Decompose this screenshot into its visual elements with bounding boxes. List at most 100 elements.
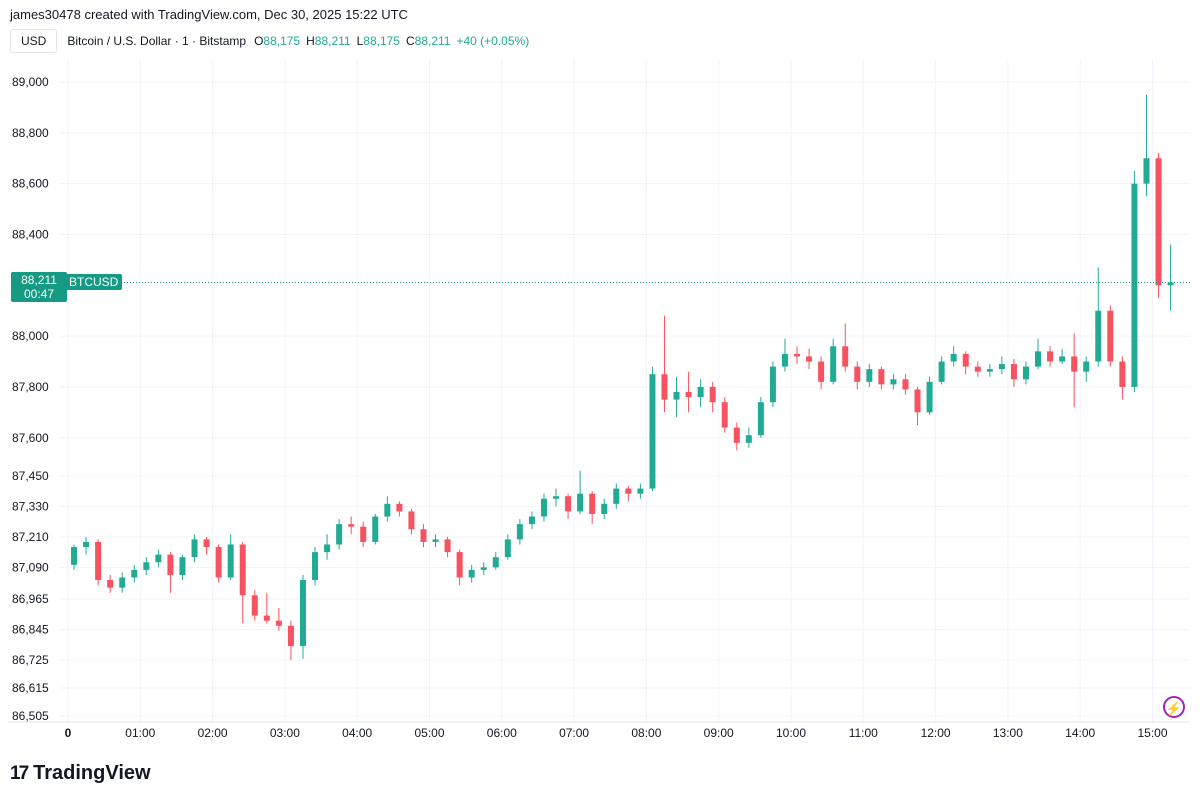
last-price-label: 88,211 00:47 [11,272,67,302]
x-tick-label: 15:00 [1137,726,1167,740]
change-value: +40 (+0.05%) [456,34,530,48]
symbol-legend: USD Bitcoin / U.S. Dollar · 1 · Bitstamp… [10,29,535,53]
logo-mark-icon: 17 [10,762,29,784]
candle-body [890,379,897,385]
candle-body [348,524,355,527]
candle-body [95,541,102,581]
candle-body [745,435,752,443]
x-tick-label: 0 [65,726,72,740]
x-tick-label: 09:00 [704,726,734,740]
candle-body [565,496,572,512]
y-tick-label: 86,505 [12,709,49,723]
y-tick-label: 88,000 [12,329,49,343]
currency-button[interactable]: USD [10,29,58,53]
candle-body [1119,361,1126,387]
candle-body [781,353,788,367]
candle-body [649,374,656,489]
bar-countdown: 00:47 [23,287,55,301]
candle-body [613,488,620,504]
candle-body [227,544,234,578]
candle-body [661,374,668,400]
candle-body [914,389,921,413]
candle-body [312,552,319,581]
candle-body [372,516,379,542]
x-tick-label: 04:00 [342,726,372,740]
candle-body [962,353,969,367]
candle-body [336,524,343,545]
candle-body [902,379,909,390]
candle-body [685,392,692,398]
candle-body [794,353,801,357]
candle-body [384,503,391,517]
y-tick-label: 86,725 [12,653,49,667]
candle-body [769,366,776,403]
candle-body [155,554,162,563]
y-tick-label: 88,400 [12,227,49,241]
y-tick-label: 87,330 [12,499,49,513]
y-tick-label: 87,210 [12,530,49,544]
candle-body [287,625,294,647]
candle-body [866,369,873,382]
candle-body [444,539,451,553]
candle-body [818,361,825,382]
candle-body [119,577,126,588]
candle-body [420,529,427,542]
candle-body [1131,183,1138,387]
close-value: 88,211 [414,34,451,48]
candle-body [239,544,246,596]
candle-body [1059,356,1066,362]
candle-body [432,539,439,542]
symbol-description[interactable]: Bitcoin / U.S. Dollar · 1 · Bitstamp [67,34,247,48]
candle-body [950,353,957,362]
candle-body [71,547,78,565]
candle-body [1107,310,1114,362]
candle-body [733,427,740,443]
x-tick-label: 06:00 [487,726,517,740]
candle-body [83,541,90,548]
candle-body [1167,282,1174,286]
candle-body [396,503,403,512]
candle-body [601,503,608,514]
candle-body [878,369,885,385]
candle-body [854,366,861,382]
candle-body [191,539,198,558]
candle-body [721,402,728,428]
candle-body [1143,158,1150,184]
candle-body [179,557,186,575]
candle-body [577,493,584,512]
y-tick-label: 87,600 [12,431,49,445]
candle-body [143,562,150,570]
candle-body [275,620,282,626]
lightning-icon[interactable]: ⚡ [1163,696,1185,718]
low-label: L [356,34,364,48]
candle-body [1010,364,1017,380]
y-tick-label: 87,450 [12,469,49,483]
candle-body [842,346,849,367]
candle-body [986,369,993,372]
high-value: 88,211 [314,34,351,48]
y-tick-label: 86,845 [12,623,49,637]
candle-body [1022,366,1029,380]
candle-body [830,346,837,382]
y-tick-label: 87,800 [12,380,49,394]
symbol-label: BTCUSD [65,274,123,290]
x-tick-label: 11:00 [849,726,878,740]
candle-body [673,392,680,400]
candle-body [697,386,704,398]
tradingview-logo[interactable]: 17 TradingView [10,762,151,785]
candle-body [203,539,210,548]
x-tick-label: 12:00 [921,726,951,740]
candle-body [757,402,764,436]
candle-body [263,615,270,621]
candle-body [468,569,475,578]
y-tick-label: 86,615 [12,681,49,695]
candle-body [1083,361,1090,372]
y-tick-label: 86,965 [12,592,49,606]
close-label: C [405,34,415,48]
candle-body [998,364,1005,370]
x-tick-label: 07:00 [559,726,589,740]
candle-body [408,511,415,530]
y-tick-label: 87,090 [12,560,49,574]
x-tick-label: 14:00 [1065,726,1095,740]
